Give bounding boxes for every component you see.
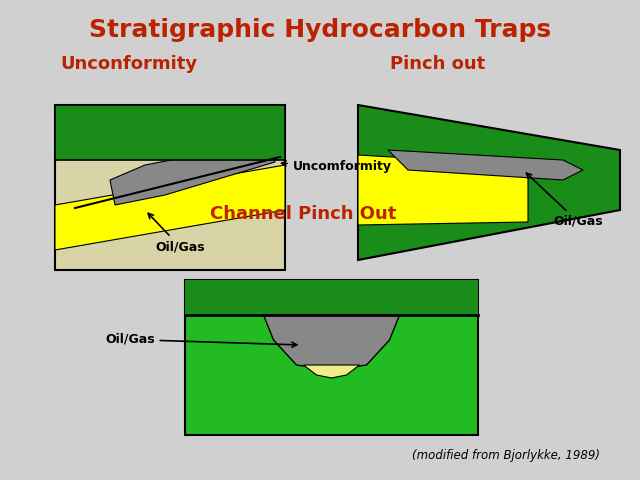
- Text: Stratigraphic Hydrocarbon Traps: Stratigraphic Hydrocarbon Traps: [89, 18, 551, 42]
- Text: (modified from Bjorlykke, 1989): (modified from Bjorlykke, 1989): [412, 449, 600, 462]
- Text: Uncomformity: Uncomformity: [282, 160, 392, 173]
- Polygon shape: [358, 155, 528, 225]
- Polygon shape: [55, 165, 285, 250]
- Text: Oil/Gas: Oil/Gas: [526, 173, 603, 228]
- Text: Unconformity: Unconformity: [60, 55, 197, 73]
- Polygon shape: [55, 105, 285, 160]
- Polygon shape: [264, 315, 399, 370]
- Polygon shape: [185, 280, 478, 435]
- Text: Channel Pinch Out: Channel Pinch Out: [210, 205, 396, 223]
- Polygon shape: [358, 105, 620, 260]
- Polygon shape: [388, 150, 583, 180]
- Polygon shape: [303, 365, 360, 378]
- Text: Pinch out: Pinch out: [390, 55, 485, 73]
- Text: Oil/Gas: Oil/Gas: [105, 333, 297, 347]
- Polygon shape: [110, 140, 275, 205]
- Polygon shape: [185, 280, 478, 315]
- Text: Oil/Gas: Oil/Gas: [148, 213, 205, 253]
- Polygon shape: [55, 105, 285, 270]
